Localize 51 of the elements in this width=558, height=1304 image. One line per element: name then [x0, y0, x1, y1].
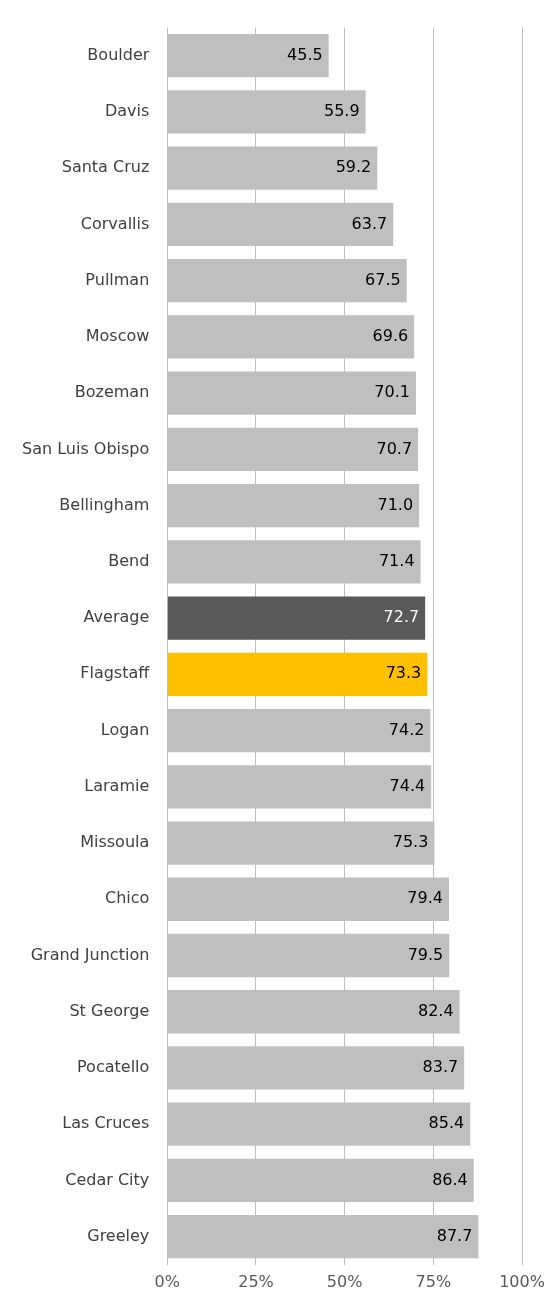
x-tick-label: 25% — [238, 1271, 274, 1291]
data-label: 79.4 — [407, 888, 443, 908]
data-label: 71.4 — [378, 551, 415, 570]
y-tick-label: Average — [83, 607, 150, 627]
y-tick-label: Bellingham — [59, 494, 150, 514]
y-tick-label: Bozeman — [74, 382, 150, 402]
y-tick-label: Logan — [100, 719, 150, 739]
y-tick-label: Flagstaff — [80, 663, 151, 683]
y-tick-label: San Luis Obispo — [21, 438, 150, 458]
data-label: 74.2 — [388, 719, 425, 739]
data-label: 70.1 — [374, 382, 410, 402]
data-label: 70.7 — [376, 438, 413, 458]
data-label: 63.7 — [351, 213, 388, 233]
y-tick-label: Chico — [104, 888, 150, 908]
bar — [167, 596, 426, 640]
y-tick-label: Davis — [104, 101, 150, 121]
data-label: 87.7 — [436, 1225, 473, 1245]
data-label: 55.9 — [323, 101, 360, 121]
y-tick-label: Pullman — [85, 269, 150, 289]
data-label: 75.3 — [392, 832, 429, 852]
y-tick-label: Santa Cruz — [61, 157, 150, 177]
y-tick-label: Missoula — [80, 832, 150, 852]
y-tick-label: Cedar City — [65, 1169, 150, 1189]
y-tick-label: Moscow — [85, 326, 150, 346]
data-label: 69.6 — [372, 326, 409, 346]
y-tick-label: Corvallis — [80, 213, 150, 233]
data-label: 72.7 — [383, 607, 420, 627]
data-label: 85.4 — [428, 1113, 465, 1133]
data-label: 83.7 — [422, 1057, 459, 1077]
bar — [167, 652, 428, 696]
y-tick-label: Boulder — [87, 44, 150, 64]
y-tick-label: Grand Junction — [30, 944, 150, 964]
data-label: 82.4 — [417, 1000, 454, 1020]
x-tick-label: 100% — [499, 1271, 545, 1291]
y-tick-label: Greeley — [87, 1225, 150, 1245]
y-tick-label: Pocatello — [77, 1057, 150, 1077]
y-tick-label: Bend — [108, 551, 150, 570]
y-tick-label: Laramie — [84, 775, 150, 795]
data-label: 45.5 — [287, 44, 323, 64]
x-tick-label: 75% — [415, 1271, 452, 1291]
data-label: 73.3 — [385, 663, 422, 683]
y-tick-label: St George — [69, 1000, 150, 1020]
data-label: 79.5 — [407, 944, 444, 964]
data-label: 71.0 — [377, 494, 414, 514]
x-tick-label: 0% — [154, 1271, 180, 1291]
x-tick-label: 50% — [326, 1271, 363, 1291]
data-label: 86.4 — [432, 1169, 468, 1189]
data-label: 59.2 — [335, 157, 372, 177]
data-label: 74.4 — [389, 775, 426, 795]
y-tick-label: Las Cruces — [62, 1113, 150, 1133]
data-label: 67.5 — [365, 269, 401, 289]
